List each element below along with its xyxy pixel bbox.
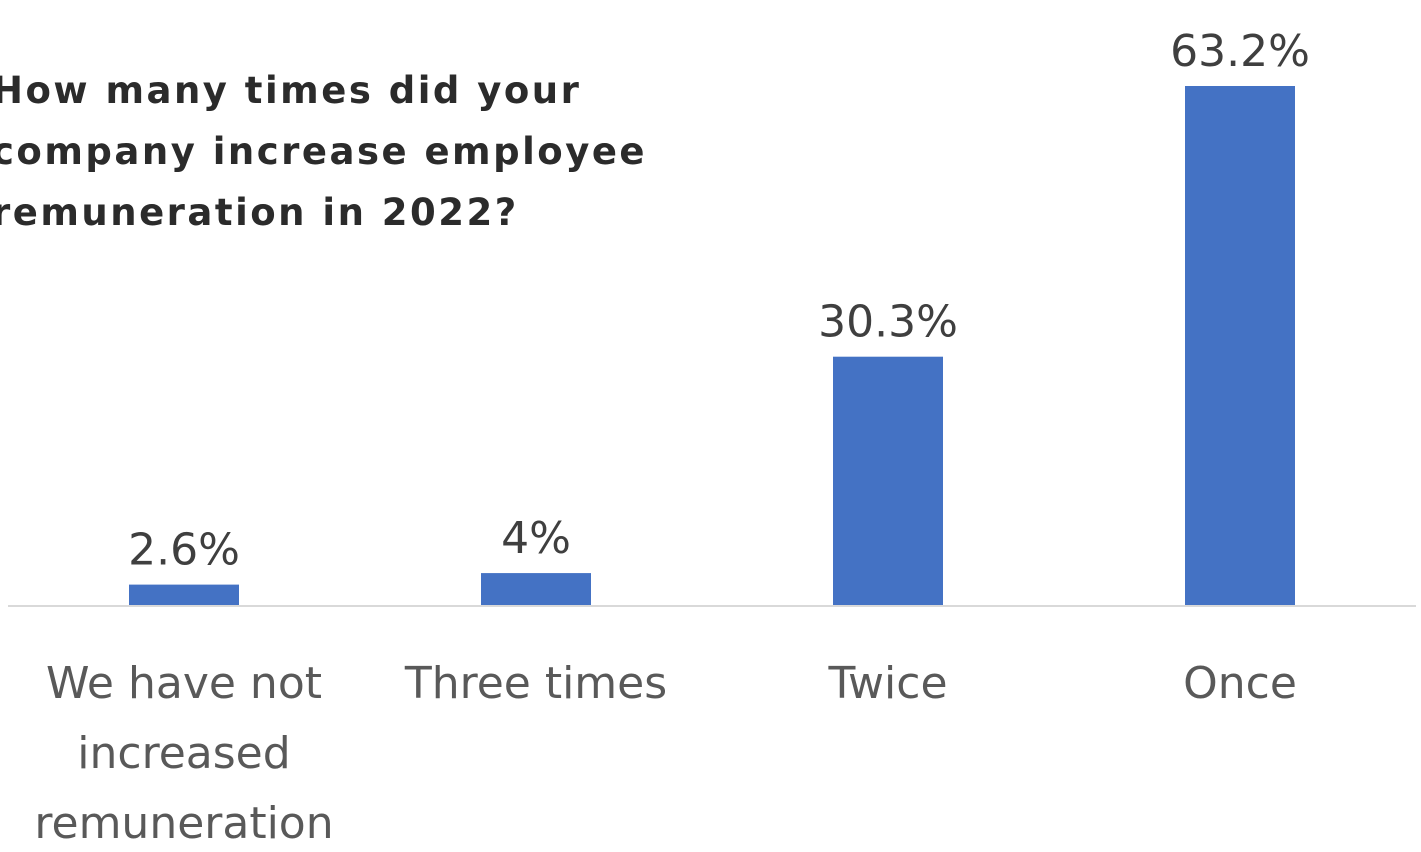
- chart-title-line-2: company increase employee: [0, 130, 647, 173]
- category-label-2-line-1: Three times: [404, 658, 667, 709]
- category-label-4-line-1: Once: [1183, 658, 1297, 709]
- chart-title: How many times did your company increase …: [0, 69, 647, 234]
- data-labels: 2.6% 4% 30.3% 63.2%: [128, 26, 1310, 576]
- bar-4: [1185, 86, 1295, 606]
- category-labels: We have not increased remuneration Three ti…: [34, 658, 1297, 849]
- data-label-1: 2.6%: [128, 525, 240, 576]
- data-label-3: 30.3%: [818, 297, 958, 348]
- chart-title-line-3: remuneration in 2022?: [0, 191, 519, 234]
- category-label-1-line-1: We have not: [46, 658, 322, 709]
- bar-3: [833, 356, 943, 606]
- category-label-1-line-2: increased: [77, 728, 290, 779]
- data-label-4: 63.2%: [1170, 26, 1310, 77]
- data-label-2: 4%: [501, 513, 571, 564]
- bar-2: [481, 573, 591, 606]
- category-label-3-line-1: Twice: [827, 658, 947, 709]
- category-label-1-line-3: remuneration: [34, 798, 333, 849]
- bar-1: [129, 584, 239, 606]
- bars: [129, 86, 1295, 606]
- chart-title-line-1: How many times did your: [0, 69, 581, 112]
